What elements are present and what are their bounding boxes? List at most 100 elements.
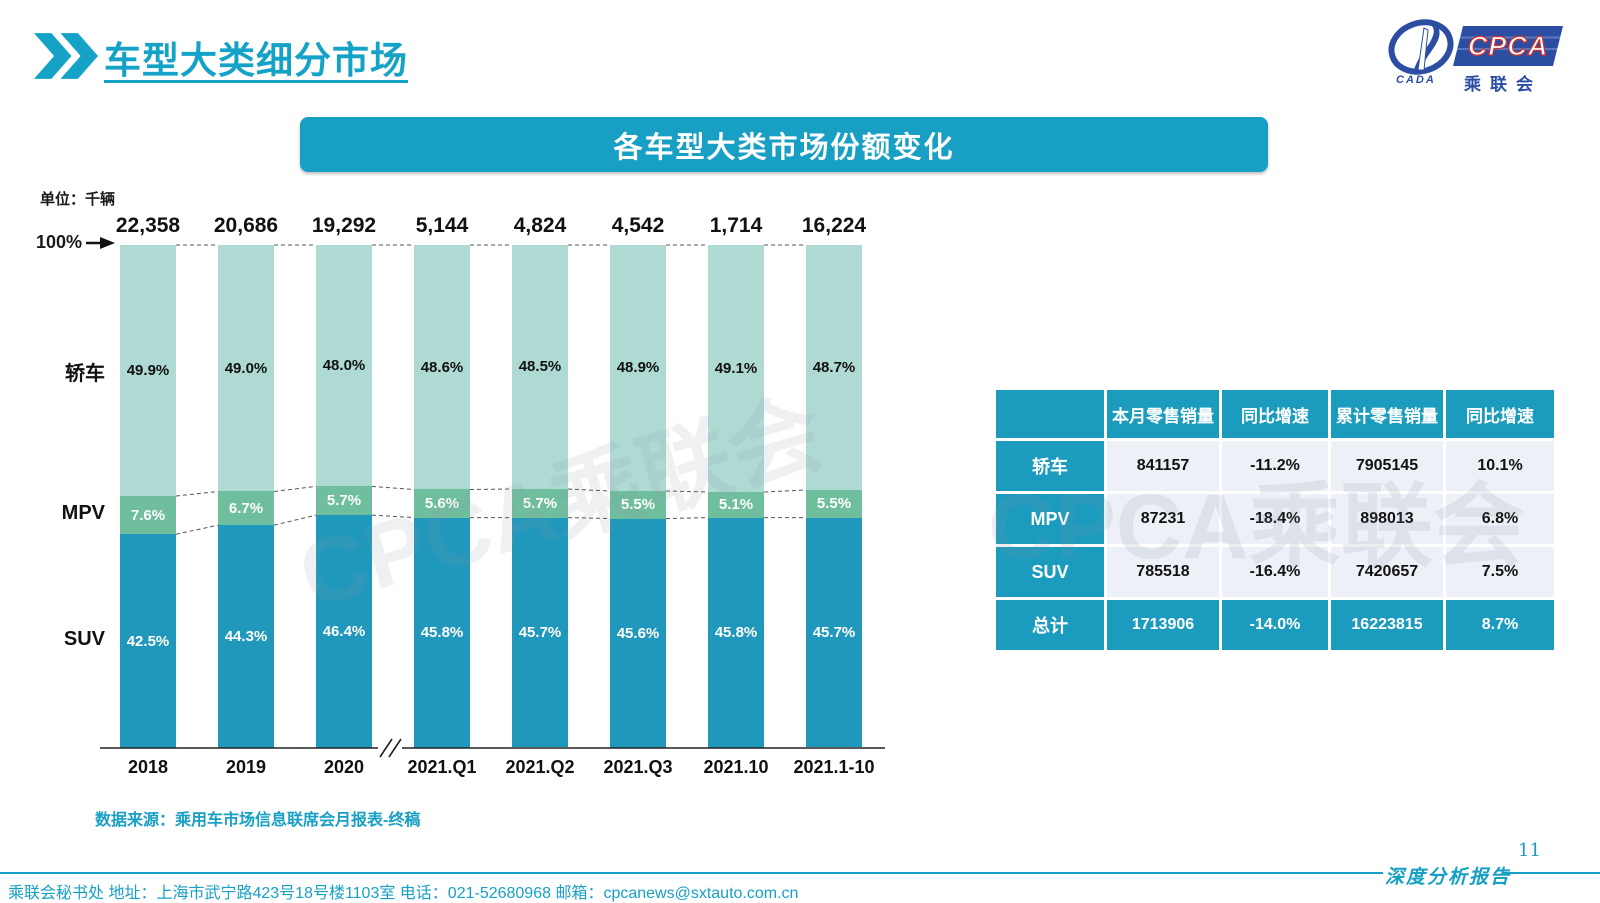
x-axis-label-2020: 2020 [323, 757, 365, 777]
series-label-SUV: SUV [63, 628, 105, 651]
table-row-label-总计: 总计 [996, 600, 1104, 650]
cada-emblem-icon [1388, 19, 1454, 75]
table-cell: 7905145 [1331, 441, 1443, 491]
cpca-wordmark: CPCA [1467, 30, 1549, 61]
footer-divider-right [1503, 872, 1600, 874]
segment-value-label: 48.7% [812, 358, 856, 376]
table-cell: 16223815 [1331, 600, 1443, 650]
stacked-bar-2018: 49.9% 7.6% 42.5% [120, 245, 176, 748]
bar-segment-SUV: 44.3% [218, 525, 274, 748]
bar-total-label: 4,542 [611, 214, 665, 237]
unit-label: 单位：千辆 [40, 191, 116, 208]
x-axis-label-2018: 2018 [127, 757, 169, 777]
table-header: 同比增速 [1446, 390, 1554, 438]
bar-segment-MPV: 5.5% [610, 490, 666, 519]
x-axis-label-2021.1-10: 2021.1-10 [793, 757, 875, 777]
bar-segment-SUV: 45.8% [414, 517, 470, 748]
bar-segment-轿车: 48.0% [316, 245, 372, 487]
segment-value-label: 42.5% [126, 632, 170, 650]
logo-subtitle: 乘联会 [1464, 75, 1542, 94]
bar-segment-MPV: 5.7% [512, 488, 568, 518]
segment-value-label: 48.5% [518, 358, 562, 376]
table-cell: 7.5% [1446, 547, 1554, 597]
axis-100-label: 100% [36, 232, 83, 252]
segment-value-label: 7.6% [130, 506, 166, 524]
cada-wordmark: CADA [1396, 74, 1436, 86]
segment-value-label: 5.5% [620, 496, 656, 514]
summary-table: 本月零售销量 同比增速 累计零售销量 同比增速 轿车 841157 -11.2% 790514… [996, 390, 1554, 650]
table-header: 同比增速 [1222, 390, 1328, 438]
bar-segment-MPV: 6.7% [218, 491, 274, 526]
bar-segment-轿车: 48.9% [610, 245, 666, 491]
bar-total-label: 5,144 [415, 214, 469, 237]
table-cell: 841157 [1107, 441, 1219, 491]
segment-value-label: 5.1% [718, 496, 754, 514]
page-title: 车型大类细分市场 [104, 40, 408, 81]
table-cell: 898013 [1331, 494, 1443, 544]
bar-segment-轿车: 49.0% [218, 245, 274, 492]
bar-segment-SUV: 45.8% [708, 517, 764, 748]
arrow-head-icon [100, 237, 115, 249]
stacked-bar-2019: 49.0% 6.7% 44.3% [218, 245, 274, 748]
bar-total-label: 20,686 [213, 214, 279, 237]
x-axis-label-2021.Q1: 2021.Q1 [407, 757, 477, 777]
segment-value-label: 49.9% [126, 361, 170, 379]
page-number: 11 [1518, 840, 1541, 861]
stacked-bar-2020: 48.0% 5.7% 46.4% [316, 245, 372, 748]
double-chevron-icon [34, 33, 98, 79]
table-cell: -18.4% [1222, 494, 1328, 544]
segment-value-label: 45.7% [518, 624, 562, 642]
chart-title: 各车型大类市场份额变化 [613, 131, 955, 164]
stacked-bar-2021.Q1: 48.6% 5.6% 45.8% [414, 245, 470, 748]
table-header: 本月零售销量 [1107, 390, 1219, 438]
table-cell: 785518 [1107, 547, 1219, 597]
bar-segment-MPV: 5.1% [708, 491, 764, 518]
cpca-logo: CADA CPCA 乘联会 [1388, 16, 1568, 96]
segment-value-label: 5.5% [816, 495, 852, 513]
segment-value-label: 5.6% [424, 495, 460, 513]
stacked-bar-2021.Q3: 48.9% 5.5% 45.6% [610, 245, 666, 748]
segment-value-label: 45.8% [420, 624, 464, 642]
bar-segment-SUV: 42.5% [120, 534, 176, 748]
axis-break-icon [379, 738, 402, 758]
bar-total-label: 4,824 [513, 214, 567, 237]
series-label-轿车: 轿车 [65, 363, 105, 386]
bar-segment-轿车: 49.1% [708, 245, 764, 492]
x-axis-label-2021.Q2: 2021.Q2 [505, 757, 575, 777]
bar-total-label: 19,292 [311, 214, 377, 237]
table-row-label-轿车: 轿车 [996, 441, 1104, 491]
bar-segment-轿车: 48.7% [806, 245, 862, 490]
table-cell: 7420657 [1331, 547, 1443, 597]
table-cell: -11.2% [1222, 441, 1328, 491]
x-axis-label-2019: 2019 [225, 757, 267, 777]
bar-total-label: 16,224 [801, 214, 867, 237]
table-header: 累计零售销量 [1331, 390, 1443, 438]
bar-total-label: 22,358 [115, 214, 181, 237]
bar-segment-MPV: 5.7% [316, 486, 372, 515]
segment-value-label: 49.0% [224, 359, 268, 377]
bar-segment-轿车: 48.6% [414, 245, 470, 490]
bar-segment-MPV: 7.6% [120, 495, 176, 535]
bar-segment-MPV: 5.6% [414, 489, 470, 518]
footer-contact: 乘联会秘书处 地址：上海市武宁路423号18号楼1103室 电话：021-526… [8, 885, 799, 902]
axis-break-mask [378, 741, 402, 755]
table-cell: -16.4% [1222, 547, 1328, 597]
segment-value-label: 5.7% [326, 492, 362, 510]
segment-value-label: 45.7% [812, 624, 856, 642]
footer-divider [0, 872, 1383, 874]
bar-segment-SUV: 45.7% [512, 517, 568, 748]
table-row-label-SUV: SUV [996, 547, 1104, 597]
report-label: 深度分析报告 [1385, 866, 1512, 888]
segment-value-label: 46.4% [322, 622, 366, 640]
x-axis-label-2021.Q3: 2021.Q3 [603, 757, 673, 777]
segment-value-label: 5.7% [522, 494, 558, 512]
stacked-bar-2021.Q2: 48.5% 5.7% 45.7% [512, 245, 568, 748]
bar-segment-轿车: 49.9% [120, 245, 176, 496]
segment-value-label: 45.8% [714, 624, 758, 642]
table-cell: 6.8% [1446, 494, 1554, 544]
table-cell: 1713906 [1107, 600, 1219, 650]
data-source-note: 数据来源：乘用车市场信息联席会月报表-终稿 [95, 812, 421, 829]
segment-value-label: 6.7% [228, 499, 264, 517]
bar-segment-SUV: 46.4% [316, 514, 372, 748]
segment-value-label: 48.9% [616, 359, 660, 377]
